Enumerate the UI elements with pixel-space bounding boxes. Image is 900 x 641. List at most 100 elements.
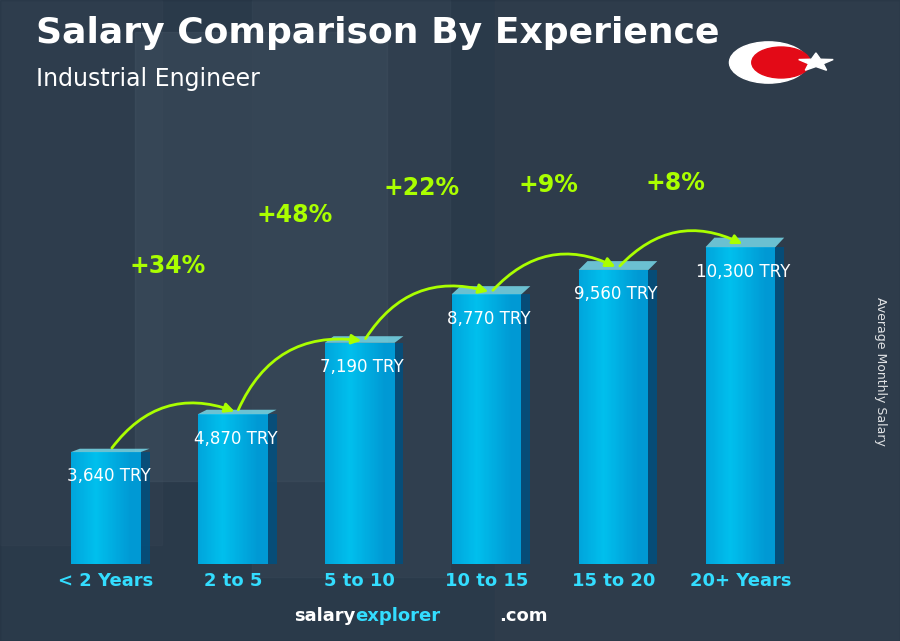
Bar — [504, 294, 505, 564]
Bar — [106, 452, 107, 564]
Bar — [491, 294, 492, 564]
Bar — [600, 270, 602, 564]
Bar — [128, 452, 129, 564]
Bar — [737, 247, 738, 564]
Bar — [734, 247, 736, 564]
Text: explorer: explorer — [356, 607, 441, 625]
Bar — [227, 414, 228, 564]
Bar — [123, 452, 124, 564]
Bar — [363, 343, 365, 564]
Bar — [263, 414, 264, 564]
Bar — [202, 414, 203, 564]
Bar — [198, 414, 199, 564]
Bar — [107, 452, 108, 564]
Bar — [365, 343, 366, 564]
Bar — [390, 343, 392, 564]
Bar — [488, 294, 489, 564]
Bar — [481, 294, 482, 564]
Bar — [349, 343, 350, 564]
Bar — [368, 343, 369, 564]
Text: salary: salary — [294, 607, 356, 625]
Bar — [330, 343, 332, 564]
Circle shape — [729, 42, 807, 83]
Bar — [716, 247, 717, 564]
Bar — [329, 343, 330, 564]
Bar — [453, 294, 454, 564]
Polygon shape — [706, 238, 784, 247]
Bar — [334, 343, 335, 564]
Bar — [354, 343, 355, 564]
Bar — [730, 247, 731, 564]
Bar — [753, 247, 754, 564]
Bar — [203, 414, 205, 564]
Bar — [457, 294, 459, 564]
Bar — [518, 294, 519, 564]
Bar — [126, 452, 127, 564]
Polygon shape — [71, 449, 149, 452]
Bar — [618, 270, 619, 564]
Bar — [637, 270, 638, 564]
Bar — [622, 270, 623, 564]
Bar — [643, 270, 644, 564]
Bar — [241, 414, 242, 564]
Bar — [714, 247, 715, 564]
Bar — [596, 270, 598, 564]
Bar — [620, 270, 622, 564]
Bar — [98, 452, 99, 564]
Polygon shape — [521, 294, 530, 564]
Bar — [211, 414, 212, 564]
Text: Industrial Engineer: Industrial Engineer — [36, 67, 260, 91]
Text: 10,300 TRY: 10,300 TRY — [696, 263, 790, 281]
Text: 4,870 TRY: 4,870 TRY — [194, 429, 277, 447]
Bar — [392, 343, 393, 564]
Bar — [715, 247, 716, 564]
Bar — [135, 452, 136, 564]
Bar — [108, 452, 109, 564]
Bar — [243, 414, 245, 564]
Bar — [109, 452, 111, 564]
Bar — [739, 247, 741, 564]
Bar — [721, 247, 722, 564]
Bar — [238, 414, 239, 564]
Bar — [726, 247, 727, 564]
Bar — [264, 414, 266, 564]
Bar — [503, 294, 504, 564]
Bar — [727, 247, 729, 564]
Bar — [254, 414, 255, 564]
Bar — [614, 270, 615, 564]
Bar — [774, 247, 775, 564]
Bar — [200, 414, 202, 564]
Bar — [131, 452, 132, 564]
Bar — [326, 343, 327, 564]
Bar — [746, 247, 747, 564]
Bar — [356, 343, 357, 564]
Bar — [582, 270, 583, 564]
Bar — [134, 452, 135, 564]
Bar — [499, 294, 500, 564]
Bar — [752, 247, 753, 564]
Bar — [717, 247, 718, 564]
Bar — [707, 247, 709, 564]
Bar — [85, 452, 86, 564]
Bar — [96, 452, 98, 564]
Bar — [258, 414, 259, 564]
Bar — [604, 270, 606, 564]
Bar — [520, 294, 521, 564]
Text: +34%: +34% — [130, 254, 205, 278]
Bar — [73, 452, 75, 564]
Bar — [475, 294, 476, 564]
Bar — [393, 343, 394, 564]
Bar — [484, 294, 485, 564]
Bar — [130, 452, 131, 564]
Polygon shape — [198, 410, 276, 414]
Bar — [335, 343, 337, 564]
Bar — [101, 452, 103, 564]
Bar — [736, 247, 737, 564]
Bar — [353, 343, 354, 564]
Bar — [638, 270, 639, 564]
Bar — [377, 343, 378, 564]
Bar — [500, 294, 501, 564]
Polygon shape — [267, 414, 276, 564]
Bar — [92, 452, 93, 564]
Bar — [489, 294, 491, 564]
